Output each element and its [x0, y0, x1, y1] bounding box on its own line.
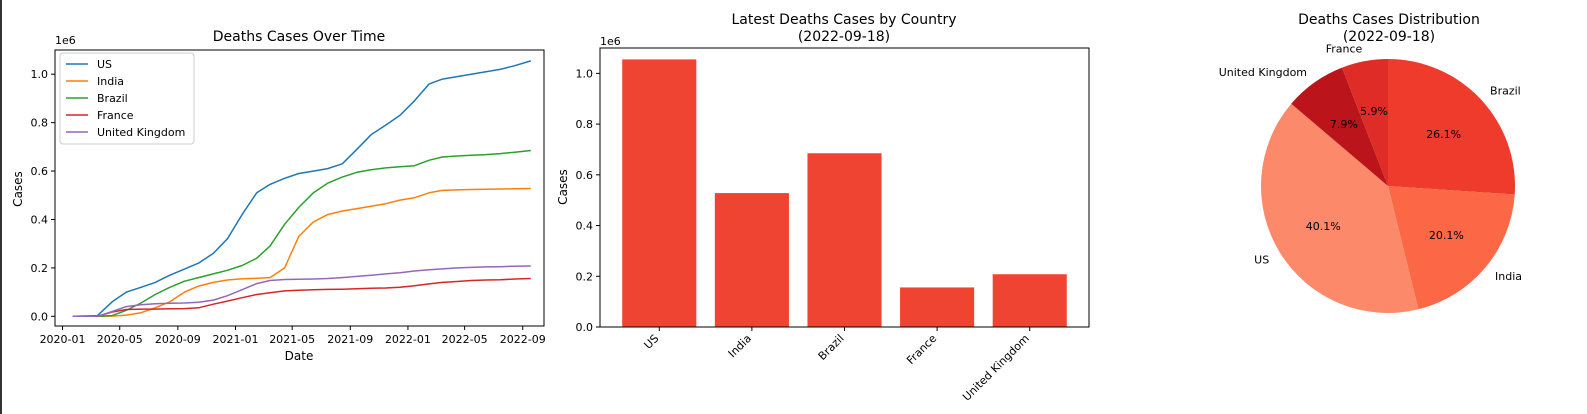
line-chart-title: Deaths Cases Over Time: [213, 29, 385, 45]
line-chart-xlabel: Date: [285, 349, 314, 363]
bar-chart: Latest Deaths Cases by Country (2022-09-…: [556, 12, 1090, 404]
line-chart-xtick-label: 2021-05: [269, 333, 315, 346]
bar-chart-axes-frame: [599, 47, 1090, 328]
bar-brazil: [807, 153, 882, 327]
bar-france: [900, 287, 975, 327]
pie-chart-subtitle: (2022-09-18): [1343, 29, 1435, 45]
line-chart-xtick-label: 2021-09: [327, 333, 373, 346]
bar-chart-ytick-label: 0.4: [576, 220, 594, 233]
series-line-us: [72, 60, 532, 318]
line-chart-xtick-label: 2020-09: [155, 333, 201, 346]
bar-chart-xtick-label: India: [726, 332, 754, 360]
series-line-india: [72, 187, 531, 318]
bar-chart-ytick-label: 0.2: [576, 270, 594, 283]
pie-slice-united-kingdom: [1291, 67, 1388, 186]
series-line-united-kingdom: [72, 265, 531, 318]
series-line-brazil: [72, 149, 531, 318]
bar-chart-xtick-label: US: [642, 332, 662, 352]
line-chart-xtick-label: 2022-05: [442, 333, 488, 346]
line-chart-xtick-label: 2020-05: [97, 333, 143, 346]
line-chart-scale-label: 1e6: [55, 34, 76, 47]
pie-label: France: [1326, 43, 1363, 56]
pie-slice-brazil: [1388, 59, 1515, 195]
pie-slice-france: [1342, 59, 1388, 186]
line-chart-ytick-label: 0.2: [31, 262, 49, 275]
line-chart-ytick-label: 0.8: [31, 117, 49, 130]
legend-label: US: [97, 58, 112, 71]
line-chart: Deaths Cases Over Time 1e6 Cases Date 0.…: [11, 29, 546, 363]
bar-chart-xtick-label: United Kingdom: [960, 332, 1032, 404]
pie-label: United Kingdom: [1219, 66, 1307, 79]
legend-box: [59, 52, 195, 145]
bar-chart-ytick-label: 0.0: [576, 321, 594, 334]
line-chart-xtick-label: 2022-09: [500, 333, 546, 346]
pie-pct-label: 26.1%: [1426, 128, 1461, 141]
bar-chart-ytick-label: 0.8: [576, 118, 594, 131]
bar-united-kingdom: [992, 274, 1067, 327]
bar-chart-ytick-label: 0.6: [576, 169, 594, 182]
legend-label: United Kingdom: [97, 126, 185, 139]
pie-chart-title: Deaths Cases Distribution: [1298, 12, 1480, 28]
bar-chart-subtitle: (2022-09-18): [798, 29, 890, 45]
line-chart-xtick-label: 2021-01: [212, 333, 258, 346]
pie-plot-area: Brazil 26.1% India 20.1% US 40.1% United Kingd…: [1219, 43, 1522, 313]
line-chart-xtick-label: 2022-01: [385, 333, 431, 346]
line-chart-ytick-label: 1.0: [31, 68, 49, 81]
legend-label: Brazil: [97, 92, 128, 105]
bar-india: [714, 193, 789, 327]
line-plot-area: 0.0 0.2 0.4 0.6 0.8 1.0 2020-01 2020-05 2020-09 2…: [31, 60, 546, 346]
bar-chart-ylabel: Cases: [556, 169, 570, 205]
pie-label: US: [1254, 253, 1269, 266]
line-chart-axes-frame: [54, 49, 545, 327]
bar-chart-scale-label: 1e6: [600, 35, 621, 48]
line-chart-ytick-label: 0.4: [31, 213, 49, 226]
line-chart-legend: US India Brazil France United Kingdom: [59, 52, 195, 145]
bar-us: [622, 59, 697, 327]
series-line-france: [72, 277, 531, 318]
pie-pct-label: 20.1%: [1429, 229, 1464, 242]
legend-label: India: [97, 75, 124, 88]
pie-pct-label: 5.9%: [1360, 105, 1388, 118]
pie-pct-label: 7.9%: [1330, 118, 1358, 131]
bar-chart-ytick-label: 1.0: [576, 67, 594, 80]
bar-chart-xtick-label: France: [904, 332, 939, 367]
line-chart-ytick-label: 0.6: [31, 165, 49, 178]
line-chart-ytick-label: 0.0: [31, 310, 49, 323]
legend-label: France: [97, 109, 134, 122]
pie-pct-label: 40.1%: [1306, 220, 1341, 233]
line-chart-ylabel: Cases: [11, 171, 25, 207]
pie-slice-us: [1260, 103, 1419, 313]
pie-chart: Deaths Cases Distribution (2022-09-18) B…: [1219, 12, 1522, 313]
bar-chart-title: Latest Deaths Cases by Country: [731, 12, 956, 28]
pie-slice-india: [1388, 186, 1515, 310]
pie-label: India: [1495, 270, 1522, 283]
pie-label: Brazil: [1490, 85, 1521, 98]
line-chart-xtick-label: 2020-01: [40, 333, 86, 346]
bar-chart-xtick-label: Brazil: [816, 332, 847, 363]
bar-plot-area: 0.0 0.2 0.4 0.6 0.8 1.0 US India Brazil France Uni…: [576, 59, 1067, 404]
